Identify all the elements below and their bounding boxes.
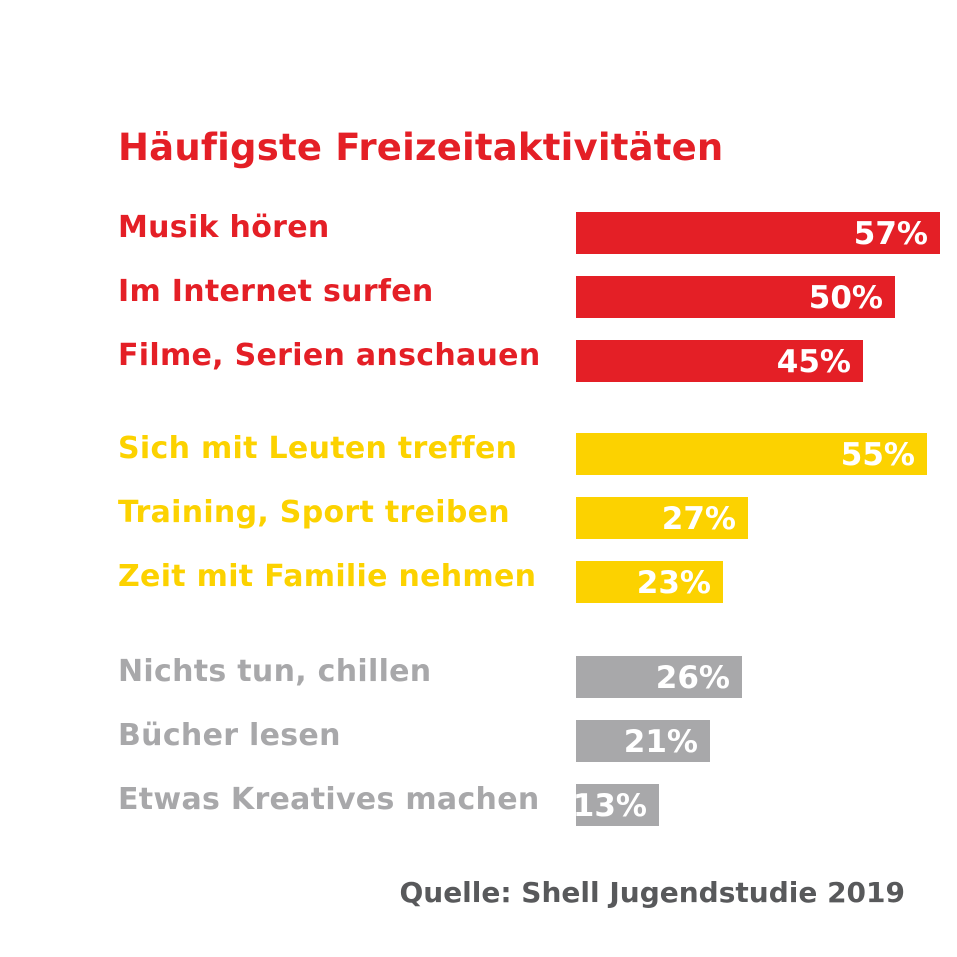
category-label: Nichts tun, chillen [118,654,432,689]
bar-value-label: 13% [572,788,647,824]
bar: 45% [576,340,863,382]
bar-value-label: 50% [808,280,883,316]
category-label: Zeit mit Familie nehmen [118,559,537,594]
chart-title: Häufigste Freizeitaktivitäten [118,126,724,169]
category-label: Bücher lesen [118,718,341,753]
bar-value-label: 23% [636,565,711,601]
bar: 55% [576,433,927,475]
category-label: Sich mit Leuten treffen [118,431,518,466]
bar: 23% [576,561,723,603]
bar-value-label: 21% [623,724,698,760]
bar: 13% [572,784,659,826]
bar: 26% [576,656,742,698]
bar: 21% [576,720,710,762]
bar-value-label: 45% [776,344,851,380]
chart-source: Quelle: Shell Jugendstudie 2019 [399,876,905,909]
bar: 27% [576,497,748,539]
bar-value-label: 55% [840,437,915,473]
category-label: Filme, Serien anschauen [118,338,541,373]
bar-value-label: 27% [661,501,736,537]
category-label: Musik hören [118,210,330,245]
bar: 57% [576,212,940,254]
bar-value-label: 57% [853,216,928,252]
bar-value-label: 26% [655,660,730,696]
category-label: Etwas Kreatives machen [118,782,540,817]
bar: 50% [576,276,895,318]
category-label: Training, Sport treiben [118,495,510,530]
category-label: Im Internet surfen [118,274,434,309]
